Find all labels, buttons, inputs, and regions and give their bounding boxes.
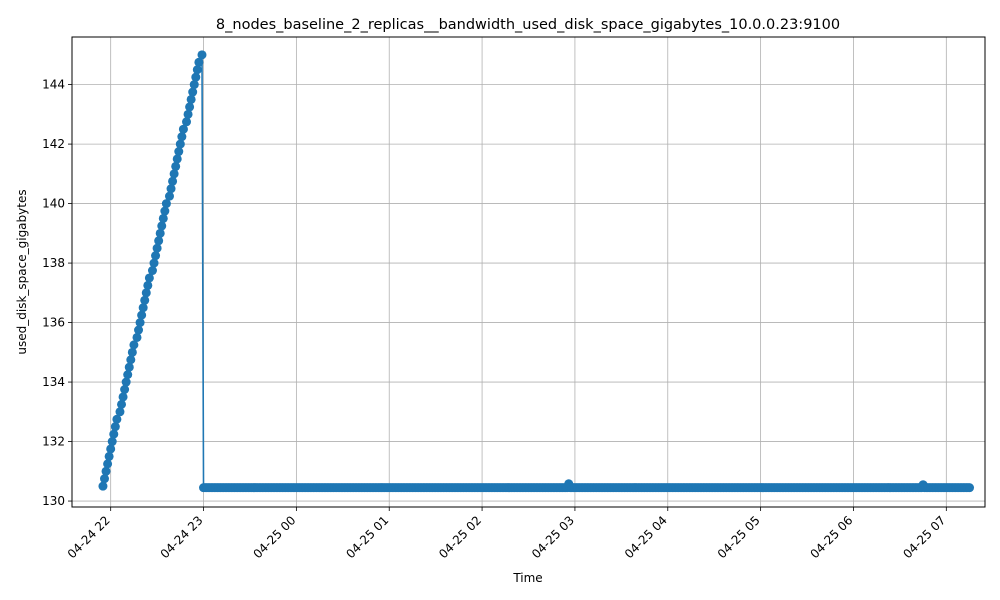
data-point — [98, 481, 108, 491]
data-point — [175, 139, 185, 149]
data-point — [109, 429, 119, 439]
data-point — [171, 161, 181, 171]
data-point — [965, 483, 975, 493]
y-ticks: 130 132 134 136 138 140 142 144 — [42, 78, 72, 508]
data-point — [191, 72, 201, 82]
y-tick-label: 130 — [42, 494, 65, 508]
grid — [72, 37, 985, 507]
data-point — [137, 310, 147, 320]
plot-frame — [71, 36, 986, 508]
data-point — [186, 94, 196, 104]
data-point — [166, 184, 176, 194]
data-point — [100, 474, 109, 484]
data-point — [117, 399, 127, 409]
data-point — [160, 206, 170, 216]
data-point — [192, 65, 202, 75]
data-point — [124, 362, 134, 372]
data-point — [106, 444, 116, 454]
data-point — [118, 392, 128, 402]
data-point — [152, 243, 162, 253]
y-tick-label: 136 — [42, 316, 65, 330]
y-axis-label: used_disk_space_gigabytes — [15, 189, 29, 354]
data-point — [168, 176, 178, 186]
data-point — [123, 370, 133, 380]
series-group — [98, 50, 975, 493]
data-point — [154, 236, 164, 246]
data-point — [104, 451, 114, 461]
data-point — [120, 385, 130, 394]
data-point — [172, 154, 182, 164]
data-point — [183, 109, 193, 119]
data-point — [174, 147, 184, 157]
data-point — [110, 422, 120, 432]
data-point — [127, 347, 137, 357]
y-tick-label: 140 — [42, 197, 65, 211]
data-point — [140, 295, 150, 305]
y-tick-label: 144 — [42, 78, 65, 92]
data-point — [158, 213, 168, 223]
data-point — [143, 280, 153, 290]
chart-title: 8_nodes_baseline_2_replicas__bandwidth_u… — [216, 17, 840, 33]
data-point — [121, 377, 131, 387]
data-point — [107, 437, 117, 447]
x-axis-label: Time — [512, 571, 542, 585]
data-point — [157, 221, 167, 231]
data-point — [177, 132, 187, 142]
data-point — [112, 414, 122, 424]
y-tick-label: 132 — [42, 435, 65, 449]
data-point — [147, 266, 157, 276]
data-point — [185, 102, 195, 112]
data-point — [155, 228, 165, 238]
data-point — [132, 332, 142, 342]
data-point — [169, 169, 179, 179]
data-point — [197, 50, 207, 60]
data-point — [194, 57, 204, 67]
data-point — [135, 318, 145, 328]
data-point — [134, 325, 144, 335]
data-point — [101, 466, 111, 476]
data-point — [151, 251, 161, 261]
data-point — [129, 340, 139, 350]
data-point — [141, 288, 151, 298]
y-tick-label: 134 — [42, 375, 65, 389]
data-point — [103, 459, 113, 469]
data-point — [126, 355, 136, 365]
data-point — [189, 80, 199, 90]
data-point — [149, 258, 159, 268]
data-point — [188, 87, 198, 97]
data-point — [144, 273, 154, 283]
data-point — [138, 303, 148, 313]
data-point — [161, 199, 171, 209]
data-point — [178, 124, 188, 134]
y-tick-label: 138 — [42, 256, 65, 270]
data-point — [182, 117, 192, 127]
data-point — [164, 191, 174, 201]
y-tick-label: 142 — [42, 137, 65, 151]
data-point — [115, 407, 125, 417]
